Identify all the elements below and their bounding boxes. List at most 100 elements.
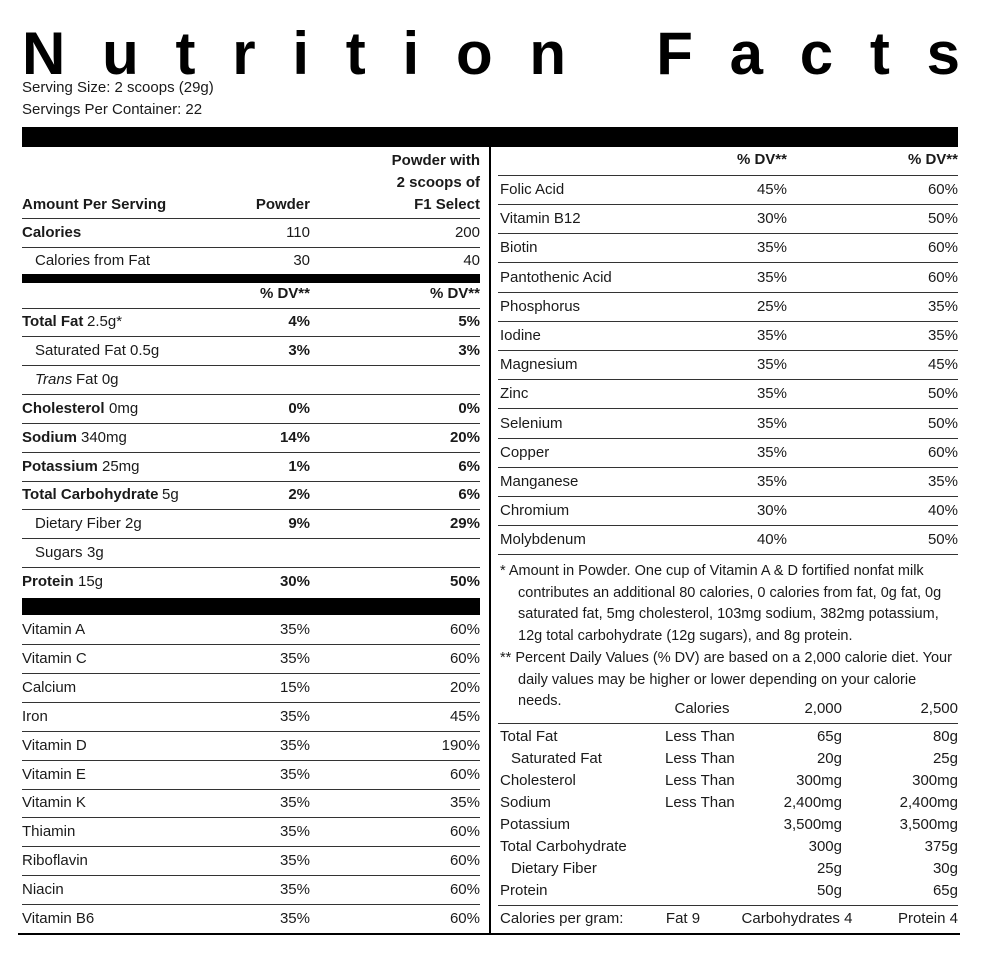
rule	[498, 496, 958, 497]
rule	[498, 525, 958, 527]
value: 60%	[927, 268, 958, 286]
value: 35%	[756, 443, 787, 461]
rule	[22, 364, 480, 366]
nutrient-name: Potassium	[22, 457, 98, 475]
dv-header: % DV**	[259, 285, 310, 302]
rule	[498, 408, 958, 410]
value: 60%	[449, 910, 480, 927]
nutrient-name: Trans	[35, 370, 73, 388]
value: 45%	[449, 707, 480, 725]
rule	[498, 554, 958, 556]
rule	[22, 480, 480, 482]
nutrient-name: Cholesterol	[22, 399, 105, 417]
column-divider	[489, 147, 491, 935]
rule	[22, 393, 480, 395]
title: Nutrition Facts	[22, 20, 982, 87]
value: 60%	[449, 852, 480, 870]
nutrient-name: Total Carbohydrate	[22, 486, 159, 504]
value: 35%	[449, 794, 480, 812]
value: 35%	[927, 327, 958, 344]
vitamin-name: Vitamin A	[22, 621, 86, 638]
rule	[498, 466, 958, 468]
calories-per-gram: Protein 4	[897, 910, 958, 927]
value: 35%	[279, 649, 310, 667]
value: 50%	[449, 573, 480, 591]
value: 2,400mg	[783, 794, 842, 811]
value: 3,500mg	[899, 816, 958, 833]
column-header: Powder with 2 scoops of F1 Select	[391, 152, 480, 213]
calories-per-gram: Fat 9	[665, 910, 701, 927]
value: 50%	[927, 531, 958, 549]
value: 35%	[279, 881, 310, 899]
nutrient-amount: 340mg	[81, 428, 127, 446]
vitamin-name: Calcium	[22, 678, 77, 696]
vitamin-name: Vitamin K	[22, 794, 86, 812]
value: 6%	[458, 486, 480, 504]
value: 60%	[927, 239, 958, 257]
value: 65g	[932, 882, 958, 899]
value: 60%	[449, 881, 480, 899]
value: 0%	[458, 399, 480, 417]
value: 35%	[756, 239, 787, 257]
mineral-name: Magnesium	[500, 356, 578, 374]
mineral-name: Phosphorus	[500, 297, 581, 315]
dv-row-name: Sodium	[500, 794, 551, 811]
rule	[22, 336, 480, 337]
dv-table-header: 2,000	[804, 700, 842, 717]
vitamin-name: Riboflavin	[22, 852, 88, 870]
value: 30%	[279, 573, 310, 591]
mineral-name: Iodine	[500, 327, 541, 344]
value: 30	[293, 252, 310, 269]
value: 35%	[279, 621, 310, 638]
value: 35%	[756, 327, 787, 344]
value: 60%	[449, 765, 480, 783]
value: 60%	[927, 181, 958, 198]
dv-row-name: Total Fat	[500, 728, 558, 745]
rule	[498, 723, 958, 724]
value: 1%	[288, 457, 310, 475]
rule	[498, 379, 958, 381]
mineral-name: Manganese	[500, 473, 579, 490]
dv-row-name: Total Carbohydrate	[500, 838, 627, 855]
value: 35%	[756, 414, 787, 432]
value: 25g	[816, 860, 842, 877]
value: 300g	[808, 838, 842, 855]
rule	[498, 262, 958, 264]
rule	[22, 567, 480, 569]
value: 2%	[288, 486, 310, 504]
value: 300mg	[912, 772, 958, 789]
value: 20%	[449, 678, 480, 696]
calories-per-gram: Calories per gram:	[500, 910, 624, 927]
value: 35%	[279, 765, 310, 783]
rule	[498, 291, 958, 293]
value: 300mg	[796, 772, 842, 789]
value: 35%	[756, 385, 787, 403]
rule	[498, 175, 958, 176]
rule	[498, 350, 958, 351]
value: 6%	[458, 457, 480, 475]
top-bar	[22, 127, 958, 147]
value: 15%	[279, 678, 310, 696]
dv-condition: Less Than	[665, 750, 735, 767]
mineral-name: Molybdenum	[500, 531, 586, 549]
mineral-name: Folic Acid	[500, 181, 565, 198]
nutrient-amount: 3g	[87, 544, 104, 562]
value: 80g	[932, 728, 958, 745]
vitamin-name: Vitamin E	[22, 765, 86, 783]
value: 65g	[816, 728, 842, 745]
dv-table-header: 2,500	[920, 700, 958, 717]
rule	[22, 904, 480, 906]
value: 35%	[279, 852, 310, 870]
nutrient-amount: 2g	[125, 515, 142, 533]
row-name: Calories	[22, 224, 82, 241]
nutrient-amount: 25mg	[102, 457, 140, 475]
mineral-name: Pantothenic Acid	[500, 268, 612, 286]
value: 9%	[288, 515, 310, 533]
rule	[498, 905, 958, 906]
value: 35%	[756, 356, 787, 374]
value: 20%	[449, 428, 480, 446]
value: 35%	[756, 473, 787, 490]
value: 60%	[449, 649, 480, 667]
dv-row-name: Saturated Fat	[511, 750, 602, 767]
